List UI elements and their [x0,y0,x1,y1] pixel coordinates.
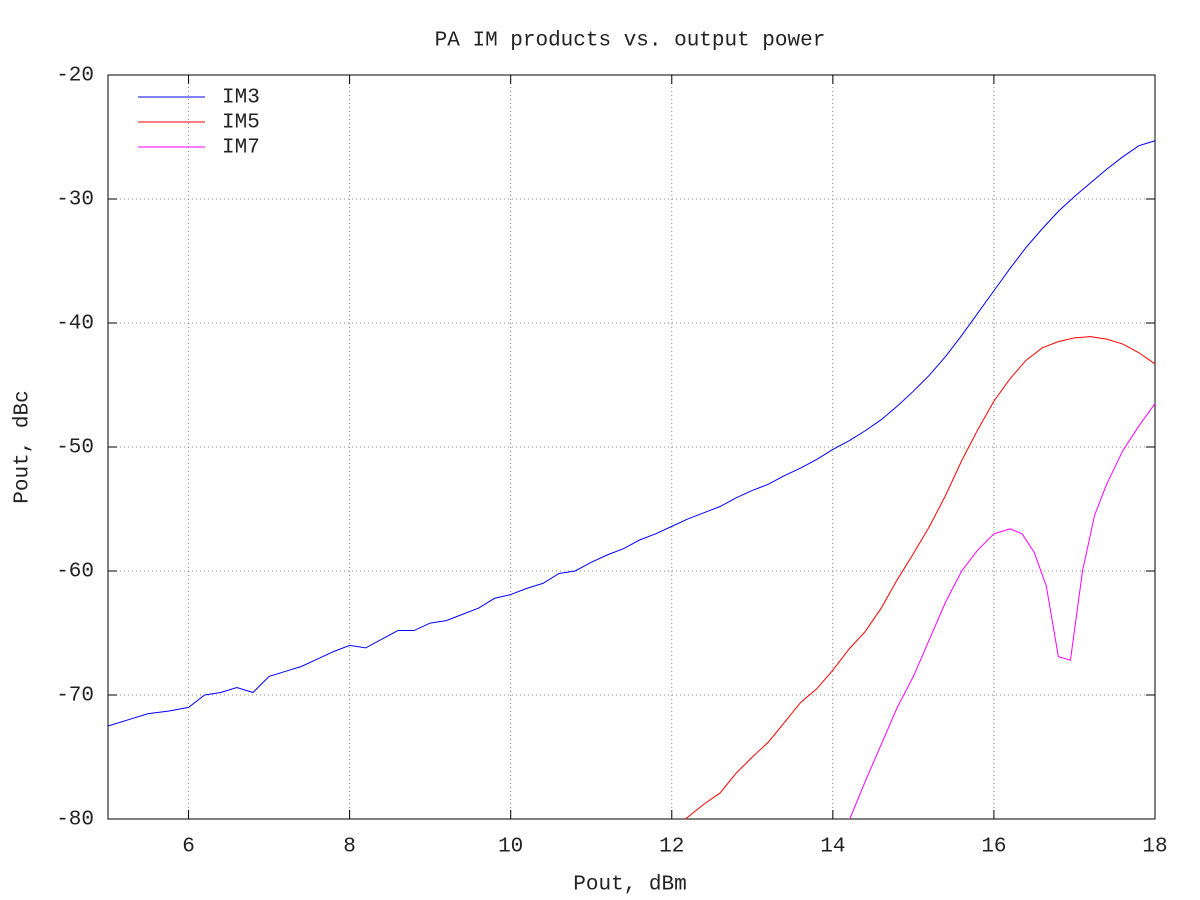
x-tick-label: 12 [659,836,684,859]
y-tick-label: -40 [56,313,94,336]
legend-label: IM7 [222,137,260,160]
x-tick-label: 10 [498,836,523,859]
x-tick-label: 16 [981,836,1006,859]
x-tick-label: 8 [343,836,356,859]
y-tick-label: -60 [56,561,94,584]
data-line [849,403,1156,820]
x-axis-label: Pout, dBm [573,874,686,897]
plot-frame [107,74,1156,820]
legend-label: IM3 [222,87,260,110]
data-line [685,336,1156,820]
y-tick-label: -20 [56,65,94,88]
legend-label: IM5 [222,112,260,135]
data-line [107,140,1156,727]
x-tick-label: 6 [182,836,195,859]
x-tick-label: 14 [820,836,845,859]
y-tick-label: -70 [56,685,94,708]
y-axis-label: Pout, dBc [12,390,35,503]
y-tick-label: -50 [56,437,94,460]
y-tick-label: -30 [56,189,94,212]
x-tick-label: 18 [1142,836,1167,859]
chart-title: PA IM products vs. output power [435,30,826,53]
y-tick-label: -80 [56,809,94,832]
